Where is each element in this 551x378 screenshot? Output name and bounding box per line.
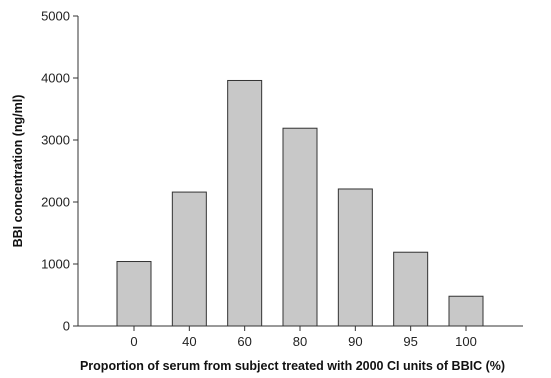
bar-90 (337, 188, 373, 327)
x-ticks: 0 40 60 80 90 95 100 (130, 326, 477, 349)
y-tick-label: 1000 (41, 257, 70, 272)
bar-40 (171, 191, 207, 327)
y-tick-label: 4000 (41, 71, 70, 86)
x-tick-label: 90 (348, 334, 362, 349)
y-tick-label: 2000 (41, 195, 70, 210)
x-tick-label: 60 (237, 334, 251, 349)
x-axis-title: Proportion of serum from subject treated… (80, 359, 505, 373)
bar-95 (393, 251, 429, 327)
y-tick-label: 3000 (41, 133, 70, 148)
bars-layer (116, 79, 484, 327)
x-tick-label: 40 (182, 334, 196, 349)
bar-0 (116, 261, 152, 327)
bar-80 (282, 127, 318, 327)
x-tick-label: 80 (293, 334, 307, 349)
y-tick-label: 5000 (41, 9, 70, 24)
x-tick-label: 0 (130, 334, 137, 349)
x-tick-label: 95 (403, 334, 417, 349)
y-ticks: 0 1000 2000 3000 4000 5000 (41, 9, 78, 334)
bar-60 (227, 79, 263, 327)
y-axis-title: BBI concentration (ng/ml) (11, 95, 25, 248)
x-tick-label: 100 (455, 334, 477, 349)
bar-100 (448, 295, 484, 327)
y-tick-label: 0 (63, 319, 70, 334)
